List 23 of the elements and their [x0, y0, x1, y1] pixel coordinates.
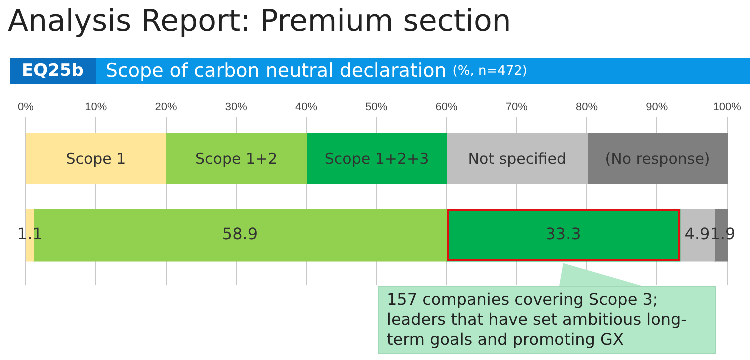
x-tick-label: 100% — [713, 102, 742, 114]
data-label: 4.9 — [684, 224, 710, 244]
x-tick-label: 20% — [155, 102, 178, 114]
x-tick-label: 40% — [296, 102, 318, 114]
x-tick-label: 0% — [18, 102, 34, 114]
x-tick-label: 70% — [506, 102, 528, 114]
x-tick-label: 50% — [366, 102, 388, 114]
x-tick-label: 90% — [646, 102, 668, 114]
x-tick-label: 10% — [85, 102, 108, 114]
text: Scope 1+2 — [166, 133, 307, 184]
data-label: 1.1 — [17, 224, 43, 244]
text: Not specified — [447, 133, 588, 184]
text: EQ25b Scope of carbon neutral declaration (%, n=472) — [22, 60, 528, 82]
data-label: 33.3 — [546, 224, 582, 244]
text: Scope 1 — [26, 133, 166, 184]
text: 157 companies covering Scope 3; leaders that have set ambitious long-term goals and promoting GX — [378, 286, 716, 354]
chart-title: Analysis Report: Premium section — [8, 4, 512, 39]
text: (No response) — [588, 133, 728, 184]
x-tick-label: 80% — [576, 102, 598, 114]
x-tick-label: 30% — [225, 102, 248, 114]
data-label: 58.9 — [222, 224, 258, 244]
text: Scope 1+2+3 — [306, 133, 448, 184]
x-tick-label: 60% — [436, 102, 458, 114]
